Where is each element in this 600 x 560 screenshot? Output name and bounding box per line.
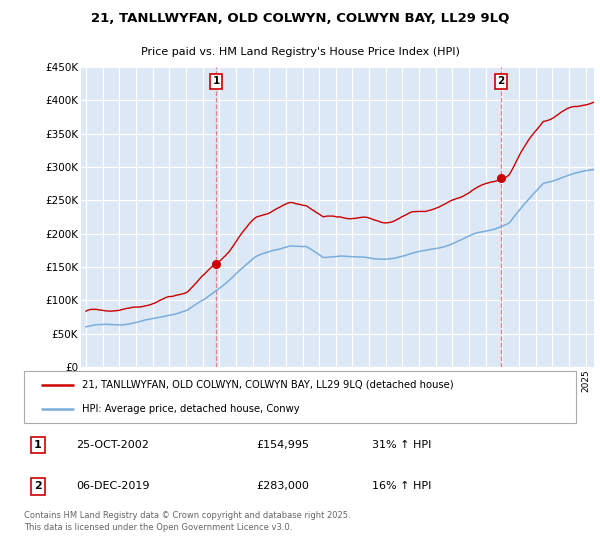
Text: 06-DEC-2019: 06-DEC-2019 <box>76 482 150 491</box>
Text: HPI: Average price, detached house, Conwy: HPI: Average price, detached house, Conw… <box>82 404 299 414</box>
Text: 25-OCT-2002: 25-OCT-2002 <box>76 440 149 450</box>
Text: 1: 1 <box>212 76 220 86</box>
Text: £283,000: £283,000 <box>256 482 309 491</box>
Text: £154,995: £154,995 <box>256 440 309 450</box>
Text: 2: 2 <box>497 76 505 86</box>
Text: Contains HM Land Registry data © Crown copyright and database right 2025.
This d: Contains HM Land Registry data © Crown c… <box>24 511 350 532</box>
FancyBboxPatch shape <box>24 371 576 423</box>
Text: 31% ↑ HPI: 31% ↑ HPI <box>372 440 431 450</box>
Text: Price paid vs. HM Land Registry's House Price Index (HPI): Price paid vs. HM Land Registry's House … <box>140 47 460 57</box>
Text: 2: 2 <box>34 482 41 491</box>
Text: 21, TANLLWYFAN, OLD COLWYN, COLWYN BAY, LL29 9LQ: 21, TANLLWYFAN, OLD COLWYN, COLWYN BAY, … <box>91 12 509 25</box>
Text: 1: 1 <box>34 440 41 450</box>
Text: 16% ↑ HPI: 16% ↑ HPI <box>372 482 431 491</box>
Text: 21, TANLLWYFAN, OLD COLWYN, COLWYN BAY, LL29 9LQ (detached house): 21, TANLLWYFAN, OLD COLWYN, COLWYN BAY, … <box>82 380 454 390</box>
